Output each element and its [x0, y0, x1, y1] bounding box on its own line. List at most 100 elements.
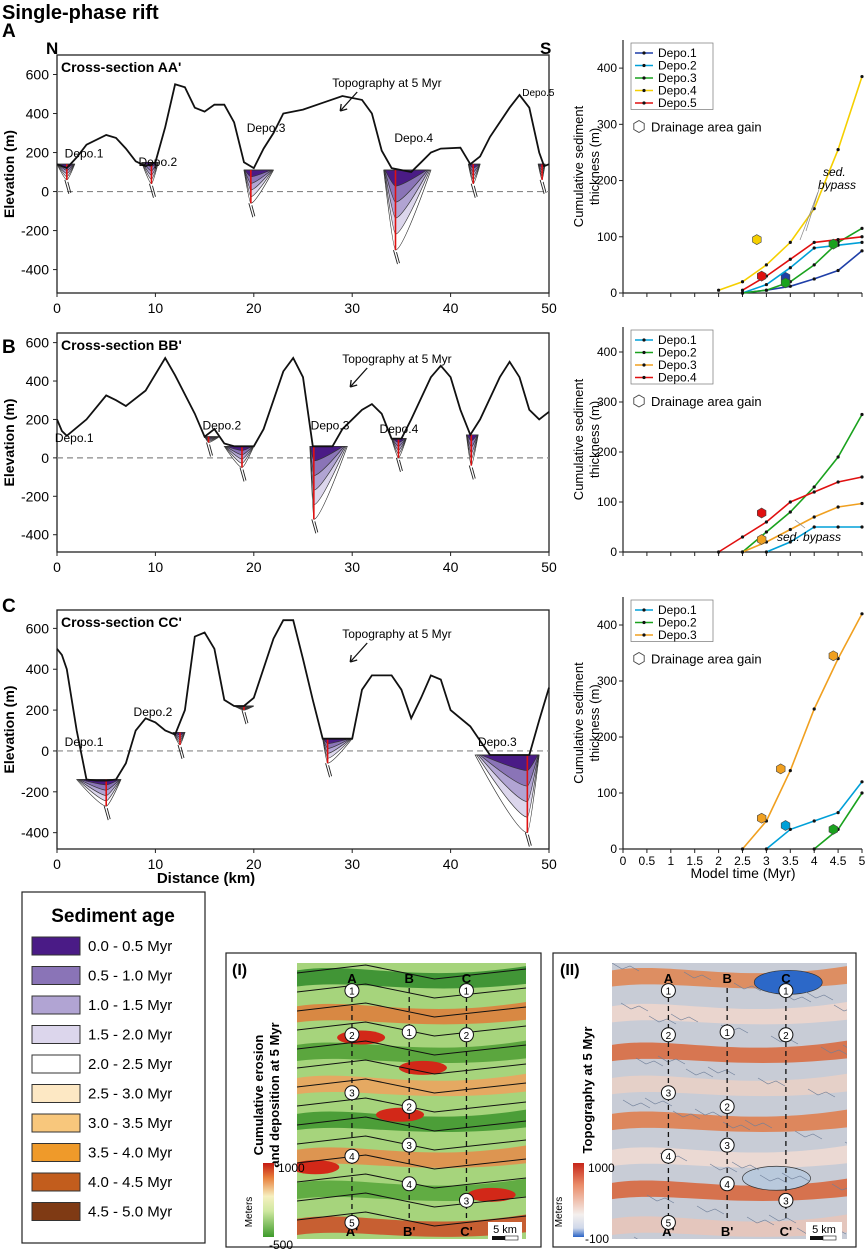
legend-swatch-point [642, 88, 646, 93]
series-point [812, 277, 816, 281]
distance-tick-label: 20 [246, 300, 262, 316]
deposition-patch [376, 1107, 425, 1122]
depocenter-marker [660, 1027, 676, 1043]
legend-age-label: 0.0 - 0.5 Myr [88, 938, 172, 955]
elevation-tick-label: 600 [26, 620, 50, 636]
deposition-patch [337, 1030, 386, 1045]
legend-age-label: 1.5 - 2.0 Myr [88, 1027, 172, 1044]
drainage-line [781, 1172, 810, 1182]
panel-letter-a: A [2, 21, 16, 42]
x-tick-label: 1.5 [686, 854, 703, 868]
series-point [812, 246, 816, 250]
legend-age-label: 2.5 - 3.0 Myr [88, 1086, 172, 1103]
y-axis-label-line1: Cumulative sediment [571, 378, 586, 500]
depocenter-marker-label: 1 [666, 987, 672, 998]
depocenter-marker [778, 1027, 794, 1043]
legend-label: Depo.5 [658, 96, 697, 110]
depocenter-marker [719, 1137, 735, 1153]
legend-label: Depo.2 [658, 616, 697, 630]
x-tick-label: 3 [763, 854, 770, 868]
section-frame [56, 54, 550, 294]
series-point [812, 240, 816, 244]
y-axis-label-line2: thickness (m) [587, 128, 602, 205]
series-point [836, 268, 840, 273]
depocenter-label: Depo.1 [65, 735, 104, 749]
bypass-annotation: sed. [823, 165, 846, 179]
drainage-line [646, 1194, 675, 1204]
legend-swatch-point [642, 101, 646, 105]
elevation-tick-label: 400 [26, 661, 50, 677]
map-band [297, 1040, 526, 1063]
x-tick-label: 0.5 [639, 854, 656, 868]
drainage-gain-marker [780, 820, 791, 831]
depocenter-marker [344, 1148, 360, 1164]
depocenter-label: Depo.3 [311, 418, 350, 432]
panel-letter-c: C [2, 596, 16, 617]
legend-age-swatch [31, 995, 81, 1015]
series-point [860, 240, 864, 244]
depocenter-marker [458, 983, 474, 999]
fault-marker [470, 183, 478, 198]
legend-label: Depo.1 [658, 46, 697, 60]
compass-north: N [46, 39, 58, 58]
elevation-tick-label: 200 [26, 411, 50, 427]
legend-age-label: 0.5 - 1.0 Myr [88, 968, 172, 985]
section-start-label: B [722, 971, 731, 986]
drainage-line [696, 1205, 725, 1215]
depocenter-marker-label: 1 [724, 1028, 730, 1039]
drainage-line [612, 963, 640, 972]
legend-title: Sediment age [51, 906, 175, 927]
drainage-line [794, 1130, 823, 1140]
topography-line [56, 619, 550, 782]
x-tick-label: 2.5 [734, 854, 751, 868]
depocenter-marker [458, 1192, 474, 1208]
series-point [788, 527, 792, 532]
drainage-line [805, 991, 834, 1001]
legend-age-swatch [31, 1202, 81, 1221]
legend-age-swatch [31, 1143, 81, 1162]
series-point [788, 500, 792, 504]
elevation-tick-label: -400 [21, 527, 49, 543]
drainage-line [733, 982, 762, 992]
legend-hexagon-icon [633, 119, 645, 134]
drainage-line [768, 1214, 797, 1224]
elevation-tick-label: 600 [26, 67, 50, 83]
topography-annotation: Topography at 5 Myr [342, 627, 451, 641]
legend-label: Depo.1 [658, 603, 697, 617]
section-start-label: C [462, 971, 472, 986]
drainage-line [622, 1099, 651, 1109]
colorbar-title-1: Meters [244, 1197, 255, 1228]
deposition-patch [398, 1060, 447, 1075]
y-tick-label: 400 [597, 618, 617, 632]
series-point [836, 480, 840, 484]
drainage-line [831, 1183, 847, 1191]
depocenter-marker [401, 1099, 417, 1115]
legend-age-label: 4.5 - 5.0 Myr [88, 1204, 172, 1221]
depocenter-marker-label: 1 [783, 987, 789, 998]
depocenter-label: Depo.1 [65, 146, 104, 160]
drainage-line [694, 1108, 723, 1118]
annotation-arrow [349, 367, 368, 388]
depocenter-marker [660, 1148, 676, 1164]
x-tick-label: 1 [667, 854, 674, 868]
distance-tick-label: 10 [148, 300, 164, 316]
drainage-line [759, 1174, 788, 1184]
legend-drainage-label: Drainage area gain [651, 394, 762, 409]
drainage-line [746, 1216, 775, 1226]
thickness-chart-c: 0 100 200 300 400 0 0.5 1 1.5 2 2.5 3 3.5 4 4.5 5 Cumula… [571, 597, 865, 868]
deposition-patch [467, 1187, 516, 1202]
legend-label: Depo.3 [658, 71, 697, 85]
legend-age-swatch [31, 1025, 81, 1044]
series-point [764, 847, 769, 851]
scalebar-label-2: 5 km [812, 1224, 836, 1236]
section-end-label: C' [460, 1224, 472, 1239]
series-point [764, 263, 769, 267]
series-point [812, 485, 816, 489]
elevation-tick-label: -200 [21, 488, 49, 504]
map-band [612, 1040, 847, 1063]
drainage-gain-marker [757, 534, 767, 545]
distance-tick-label: 0 [53, 856, 61, 872]
fault-marker [149, 183, 156, 198]
elevation-tick-label: 400 [26, 106, 50, 122]
